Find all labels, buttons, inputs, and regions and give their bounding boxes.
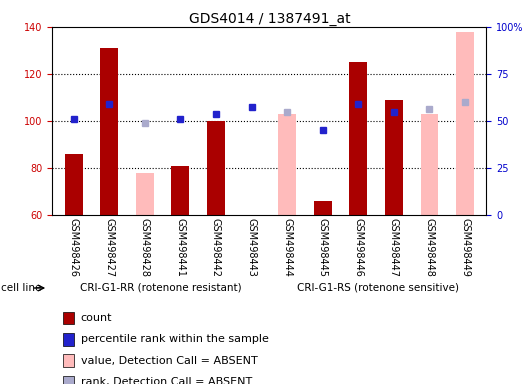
Text: count: count [81,313,112,323]
Bar [456,31,474,215]
Bar [349,62,367,215]
Text: CRI-G1-RS (rotenone sensitive): CRI-G1-RS (rotenone sensitive) [297,283,459,293]
Bar [172,166,189,215]
Bar [314,201,332,215]
Bar [100,48,118,215]
Bar [207,121,225,215]
Text: value, Detection Call = ABSENT: value, Detection Call = ABSENT [81,356,257,366]
Bar [420,114,438,215]
Text: rank, Detection Call = ABSENT: rank, Detection Call = ABSENT [81,377,252,384]
Text: cell line: cell line [1,283,41,293]
Bar [278,114,296,215]
Text: percentile rank within the sample: percentile rank within the sample [81,334,268,344]
Bar [385,100,403,215]
Bar [65,154,83,215]
Bar [136,173,154,215]
Text: CRI-G1-RR (rotenone resistant): CRI-G1-RR (rotenone resistant) [80,283,242,293]
Title: GDS4014 / 1387491_at: GDS4014 / 1387491_at [188,12,350,26]
